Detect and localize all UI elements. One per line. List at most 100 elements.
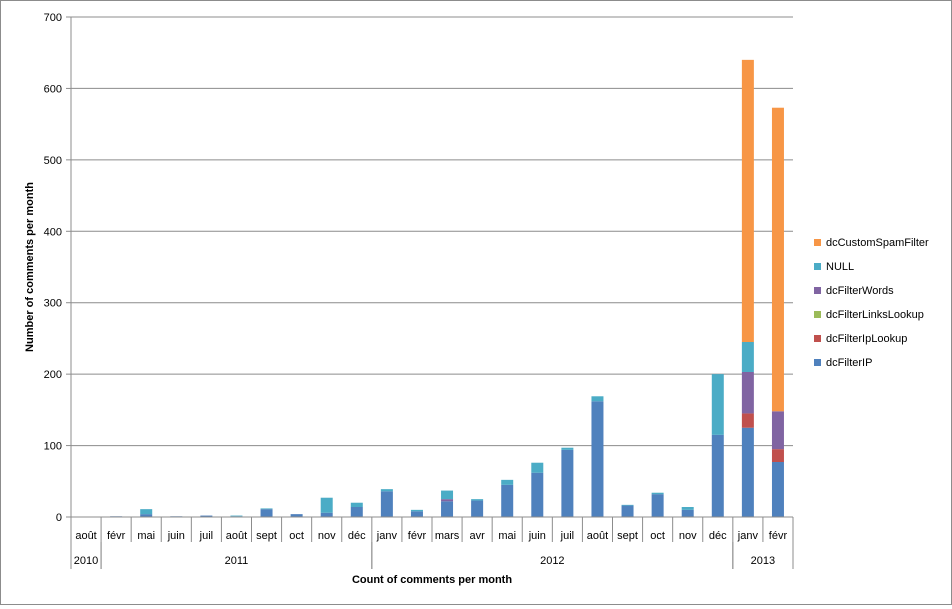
- x-tick-label: oct: [650, 530, 665, 542]
- x-tick-label: févr: [769, 530, 788, 542]
- bar-segment: [621, 505, 634, 517]
- year-label: 2012: [540, 555, 564, 567]
- y-tick-label: 0: [56, 512, 62, 524]
- bar-segment: [140, 514, 153, 517]
- bar-segment: [621, 504, 634, 506]
- x-tick-label: déc: [348, 530, 366, 542]
- bar-segment: [681, 507, 694, 510]
- x-tick-label: juin: [167, 530, 185, 542]
- y-tick-label: 600: [44, 83, 62, 95]
- y-tick-label: 500: [44, 155, 62, 167]
- bar-segment: [741, 342, 754, 372]
- legend: dcCustomSpamFilter NULL dcFilterWords dcFil…: [814, 237, 929, 369]
- y-axis-title: Number of comments per month: [24, 182, 36, 352]
- legend-swatch: [814, 287, 821, 294]
- bar-segment: [260, 508, 273, 510]
- bar-segment: [320, 497, 333, 513]
- bar-segment: [741, 372, 754, 414]
- legend-entry: dcFilterIpLookup: [826, 333, 907, 345]
- legend-entry: dcFilterIP: [826, 357, 872, 369]
- bar-segment: [771, 462, 784, 517]
- bar-segment: [651, 494, 664, 517]
- x-tick-label: févr: [408, 530, 427, 542]
- bar-segment: [561, 447, 574, 450]
- bar-segment: [320, 512, 333, 517]
- x-tick-label: avr: [469, 530, 485, 542]
- bars: [110, 59, 784, 517]
- legend-swatch: [814, 335, 821, 342]
- legend-entry: dcFilterWords: [826, 285, 894, 297]
- bar-segment: [260, 509, 273, 517]
- bar-segment: [531, 462, 544, 473]
- legend-entry: dcFilterLinksLookup: [826, 309, 924, 321]
- bar-segment: [741, 427, 754, 517]
- x-tick-label: oct: [289, 530, 304, 542]
- x-axis-title: Count of comments per month: [352, 574, 512, 586]
- x-tick-label: juin: [528, 530, 546, 542]
- y-tick-label: 400: [44, 226, 62, 238]
- x-tick-label: déc: [709, 530, 727, 542]
- y-tick-label: 100: [44, 441, 62, 453]
- bar-segment: [380, 491, 393, 517]
- x-tick-label: sept: [256, 530, 277, 542]
- year-label: 2011: [225, 555, 249, 567]
- bar-segment: [501, 479, 514, 485]
- bar-segment: [380, 489, 393, 492]
- x-tick-label: janv: [376, 530, 398, 542]
- bar-segment: [200, 515, 213, 517]
- y-tick-label: 300: [44, 298, 62, 310]
- bar-segment: [711, 374, 724, 435]
- bar-segment: [681, 509, 694, 517]
- x-tick-label: janv: [737, 530, 759, 542]
- x-tick-label: juil: [199, 530, 213, 542]
- legend-swatch: [814, 263, 821, 270]
- bar-segment: [741, 413, 754, 428]
- bar-segment: [561, 449, 574, 517]
- bar-segment: [501, 484, 514, 517]
- x-tick-label: nov: [318, 530, 336, 542]
- bar-segment: [591, 396, 604, 402]
- legend-entry: dcCustomSpamFilter: [826, 237, 929, 249]
- x-tick-label: nov: [679, 530, 697, 542]
- x-tick-label: août: [75, 530, 96, 542]
- legend-swatch: [814, 359, 821, 366]
- bar-segment: [290, 514, 303, 517]
- bar-segment: [771, 411, 784, 450]
- bar-segment: [651, 492, 664, 495]
- bar-segment: [531, 472, 544, 517]
- bar-segment: [350, 502, 363, 507]
- legend-swatch: [814, 311, 821, 318]
- y-tick-label: 700: [44, 12, 62, 24]
- bar-segment: [471, 500, 484, 517]
- year-label: 2013: [751, 555, 775, 567]
- bar-segment: [441, 490, 454, 500]
- x-tick-label: sept: [617, 530, 638, 542]
- legend-entry: NULL: [826, 261, 854, 273]
- x-tick-label: mai: [137, 530, 155, 542]
- x-tick-label: août: [587, 530, 608, 542]
- bar-segment: [771, 107, 784, 412]
- bar-segment: [410, 511, 423, 517]
- legend-swatch: [814, 239, 821, 246]
- bar-segment: [410, 509, 423, 512]
- bar-segment: [591, 401, 604, 517]
- year-label: 2010: [74, 555, 98, 567]
- bar-segment: [350, 507, 363, 517]
- bar-segment: [140, 509, 153, 515]
- bar-segment: [771, 449, 784, 462]
- bar-segment: [441, 501, 454, 517]
- bar-segment: [711, 434, 724, 517]
- x-tick-label: mai: [498, 530, 516, 542]
- x-tick-label: mars: [435, 530, 460, 542]
- y-tick-label: 200: [44, 369, 62, 381]
- x-tick-label: août: [226, 530, 247, 542]
- x-tick-label: juil: [560, 530, 574, 542]
- bar-segment: [471, 499, 484, 501]
- bar-segment: [441, 499, 454, 502]
- bar-segment: [741, 59, 754, 342]
- x-tick-label: févr: [107, 530, 126, 542]
- gridlines: [71, 16, 793, 447]
